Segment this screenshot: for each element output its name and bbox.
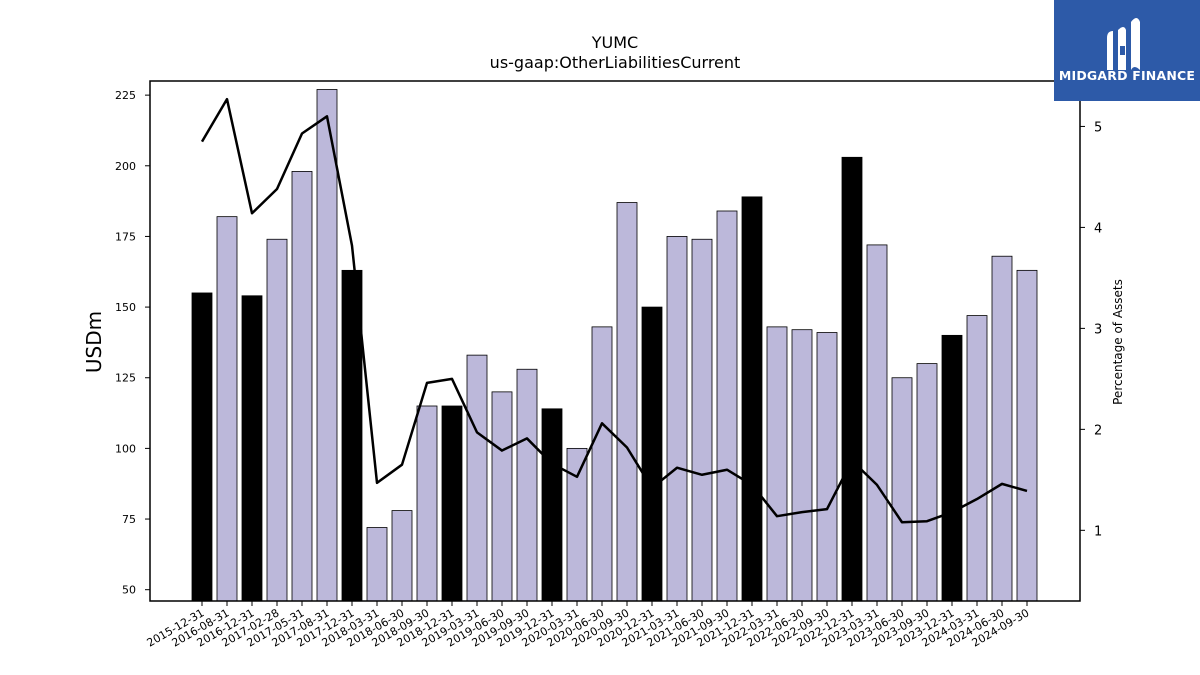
- logo-mark-icon: [1107, 18, 1140, 70]
- bar-2017-08-31: [316, 89, 338, 602]
- bar-2023-12-31: [941, 334, 963, 602]
- y2-tick-label: 5: [1094, 120, 1102, 135]
- bar-2019-09-30: [516, 368, 538, 602]
- bar-2020-12-31: [641, 306, 663, 602]
- bar-2022-03-31: [766, 326, 788, 602]
- y-tick-label: 100: [115, 442, 136, 455]
- y-tick-label: 125: [115, 372, 136, 385]
- y-tick-label: 175: [115, 230, 136, 243]
- y2-tick-label: 1: [1094, 524, 1102, 539]
- bar-2022-09-30: [816, 332, 838, 602]
- chart-title: YUMC: [591, 33, 639, 52]
- bar-2018-06-30: [391, 510, 413, 602]
- y-tick-label: 225: [115, 89, 136, 102]
- bar-2019-03-31: [466, 354, 488, 602]
- bar-2021-06-30: [691, 238, 713, 602]
- y-tick-label: 150: [115, 301, 136, 314]
- bar-2016-12-31: [241, 295, 263, 602]
- plot-frame: [149, 80, 1081, 602]
- percentage-of-assets-line: [200, 97, 1028, 524]
- bar-2015-12-31: [191, 292, 213, 602]
- brand-logo: MIDGARD FINANCE: [1054, 0, 1200, 101]
- bar-2018-03-31: [366, 527, 388, 602]
- bar-2020-06-30: [591, 326, 613, 602]
- bar-2018-09-30: [416, 405, 438, 602]
- y2-tick-label: 2: [1094, 423, 1102, 438]
- bar-2023-06-30: [891, 377, 913, 602]
- chart-subtitle: us-gaap:OtherLiabilitiesCurrent: [489, 53, 741, 72]
- y2-tick-label: 3: [1094, 322, 1102, 337]
- y2-tick-label: 4: [1094, 221, 1102, 236]
- bar-2019-12-31: [541, 408, 563, 602]
- y-tick-label: 75: [122, 513, 136, 526]
- y-tick-label: 200: [115, 160, 136, 173]
- bar-2020-03-31: [566, 447, 588, 602]
- bar-2024-06-30: [991, 255, 1013, 602]
- bar-2023-03-31: [866, 244, 888, 602]
- bar-2020-09-30: [616, 202, 638, 602]
- bar-2019-06-30: [491, 391, 513, 602]
- y-axis-label: USDm: [82, 311, 106, 373]
- bar-2022-06-30: [791, 329, 813, 602]
- y-tick-label: 50: [122, 584, 136, 597]
- y2-axis-label: Percentage of Assets: [1111, 279, 1125, 405]
- bar-2021-12-31: [741, 196, 763, 602]
- bar-2017-05-31: [291, 171, 313, 602]
- brand-name: MIDGARD FINANCE: [1058, 68, 1196, 83]
- bar-2018-12-31: [441, 405, 463, 602]
- bar-2021-09-30: [716, 210, 738, 602]
- bar-2021-03-31: [666, 236, 688, 602]
- bar-2022-12-31: [841, 156, 863, 602]
- bar-2016-08-31: [216, 216, 238, 602]
- bar-2023-09-30: [916, 363, 938, 602]
- bar-2017-02-28: [266, 238, 288, 602]
- bar-2024-03-31: [966, 315, 988, 602]
- bar-2024-09-30: [1016, 269, 1038, 602]
